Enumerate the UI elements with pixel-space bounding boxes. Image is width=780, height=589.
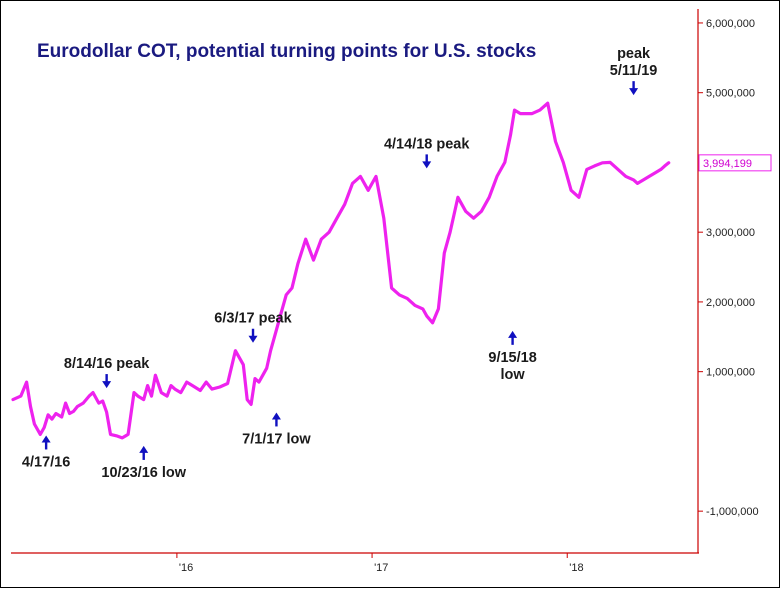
series-line <box>11 101 671 440</box>
annotation-a3: 10/23/16 low <box>101 445 187 481</box>
annotation-label: peak <box>617 46 651 62</box>
y-tick-label: -1,000,000 <box>706 506 759 518</box>
annotation-a1: 4/17/16 <box>22 435 70 470</box>
y-tick-label: 3,000,000 <box>706 227 755 239</box>
arrowhead-icon <box>271 412 281 420</box>
annotation-label: 4/14/18 peak <box>384 136 470 152</box>
arrowhead-icon <box>41 435 51 443</box>
y-tick-label: 2,000,000 <box>706 297 755 309</box>
annotation-label: 5/11/19 <box>610 63 658 79</box>
x-tick-label: '16 <box>179 562 193 574</box>
annotation-label: 10/23/16 low <box>101 465 186 481</box>
last-value-label: 3,994,199 <box>703 158 752 170</box>
y-tick-label: 1,000,000 <box>706 367 755 379</box>
annotation-label: 9/15/18 <box>488 350 536 366</box>
last-value-box <box>698 154 772 172</box>
annotation-label: 7/1/17 low <box>242 431 311 447</box>
annotation-a5: 7/1/17 low <box>242 412 311 447</box>
arrowhead-icon <box>139 445 149 453</box>
annotation-a2: 8/14/16 peak <box>64 356 150 389</box>
annotation-a4: 6/3/17 peak <box>214 311 293 343</box>
arrowhead-icon <box>508 330 518 338</box>
annotation-a6: 4/14/18 peak <box>384 136 470 169</box>
arrowhead-icon <box>102 381 112 389</box>
annotation-label: 6/3/17 peak <box>214 311 292 327</box>
annotation-label: low <box>501 367 526 383</box>
chart-title: Eurodollar COT, potential turning points… <box>37 41 536 62</box>
arrowhead-icon <box>248 335 258 343</box>
annotation-label: 8/14/16 peak <box>64 356 150 372</box>
y-tick-label: 5,000,000 <box>706 88 755 100</box>
x-tick-label: '18 <box>569 562 583 574</box>
arrowhead-icon <box>629 88 639 96</box>
arrowhead-icon <box>422 161 432 169</box>
annotation-label: 4/17/16 <box>22 454 70 470</box>
y-tick-label: 6,000,000 <box>706 18 755 30</box>
x-tick-label: '17 <box>374 562 388 574</box>
